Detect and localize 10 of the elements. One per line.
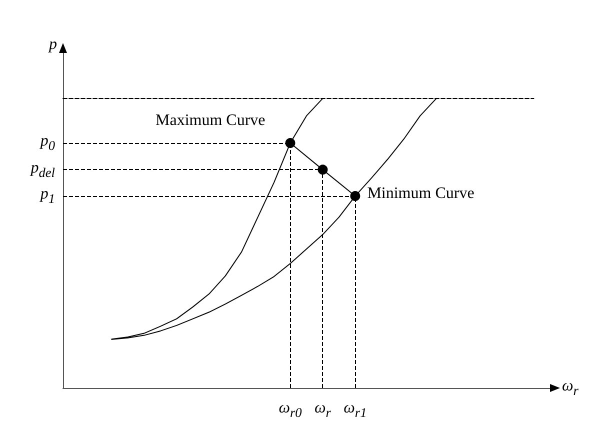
text: p$_{del}$ bbox=[30, 159, 55, 180]
text: p$_{1}$ bbox=[40, 186, 55, 206]
text: p$_{0}$ bbox=[40, 132, 55, 154]
x-tick-label: ω$_{r}$ bbox=[314, 400, 331, 420]
x-tick-label: ω$_{r0}$ bbox=[278, 400, 302, 420]
x-tick-label: ω$_{r1}$ bbox=[344, 400, 367, 420]
series-label: Maximum Curve bbox=[156, 112, 266, 130]
series-label: Minimum Curve bbox=[367, 185, 474, 203]
y-axis-title: p bbox=[49, 36, 57, 54]
x-axis-title: ω$_{r}$ bbox=[562, 378, 578, 398]
